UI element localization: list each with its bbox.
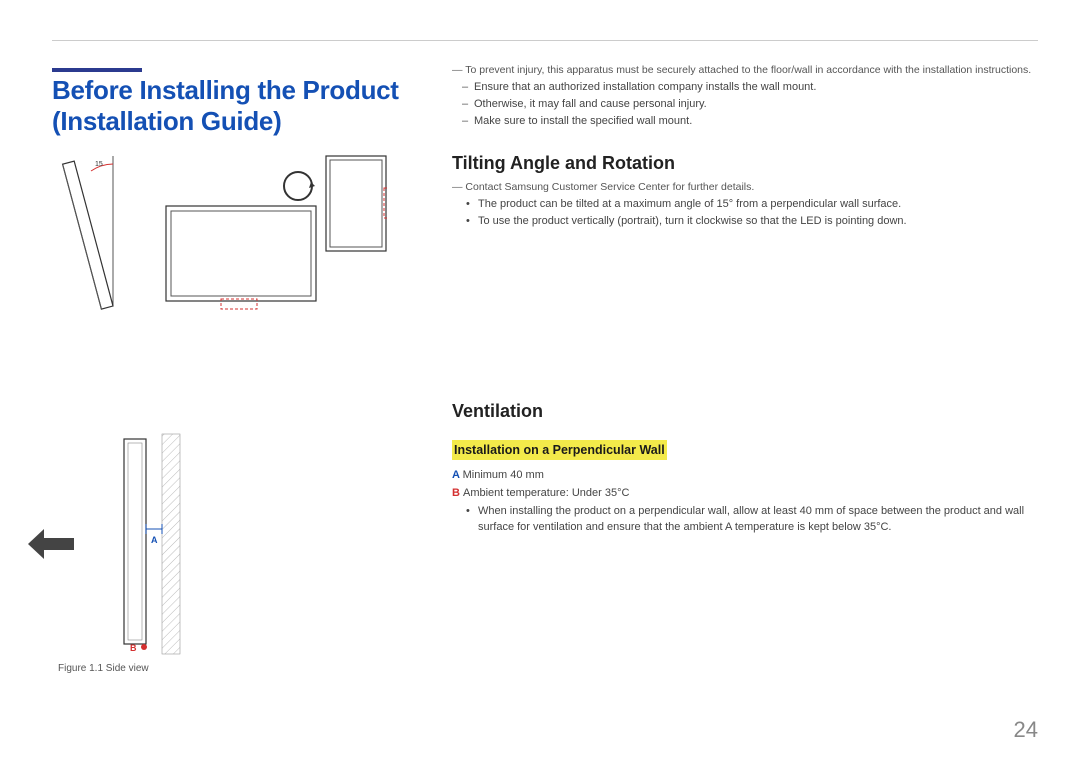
list-item: Ensure that an authorized installation c… [474,80,1038,96]
tilt-rotation-diagram: 15 [58,151,412,311]
angle-label: 15 [95,161,103,168]
tilt-heading: Tilting Angle and Rotation [452,150,1038,176]
tilt-note: Contact Samsung Customer Service Center … [452,180,1038,195]
list-item: When installing the product on a perpend… [478,504,1038,536]
spec-b: B Ambient temperature: Under 35°C [452,486,1038,502]
intro-sub-list: Ensure that an authorized installation c… [452,80,1038,130]
intro-note: To prevent injury, this apparatus must b… [452,63,1038,78]
arrow-left-icon [28,529,76,559]
svg-text:A: A [151,535,158,545]
tilt-bullets: The product can be tilted at a maximum a… [452,197,1038,230]
ventilation-heading: Ventilation [452,398,1038,424]
accent-bar [52,68,142,72]
ventilation-bullets: When installing the product on a perpend… [452,504,1038,536]
ventilation-subhead: Installation on a Perpendicular Wall [452,440,667,460]
list-item: To use the product vertically (portrait)… [478,214,1038,230]
page-number: 24 [1014,717,1038,743]
list-item: The product can be tilted at a maximum a… [478,197,1038,213]
ventilation-side-view-diagram: A B [28,429,412,659]
list-item: Otherwise, it may fall and cause persona… [474,97,1038,113]
spec-a: A Minimum 40 mm [452,468,1038,484]
list-item: Make sure to install the specified wall … [474,114,1038,130]
svg-text:B: B [130,643,137,653]
page-title: Before Installing the Product (Installat… [52,75,412,137]
figure-caption: Figure 1.1 Side view [58,663,412,674]
rotation-icon [284,172,315,200]
